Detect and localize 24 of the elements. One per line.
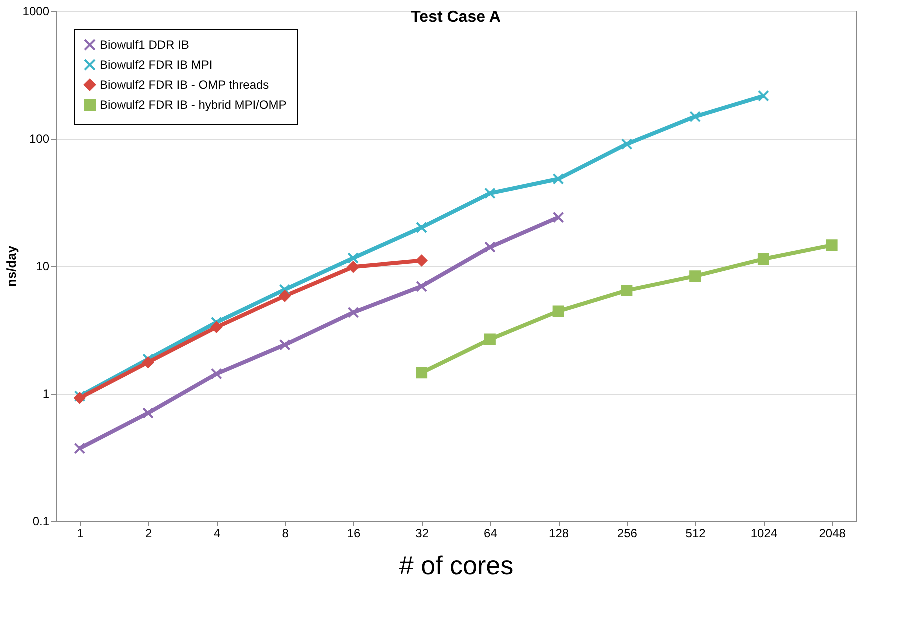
x-tick-label: 16: [347, 526, 361, 540]
legend-label: Biowulf1 DDR IB: [100, 38, 190, 52]
x-tick-label: 512: [686, 526, 706, 540]
x-tick-label: 1024: [750, 526, 778, 540]
x-tick-label: 8: [282, 526, 290, 540]
x-tick-label: 128: [549, 526, 570, 540]
x-tick-label: 2048: [819, 526, 846, 540]
legend-label: Biowulf2 FDR IB - hybrid MPI/OMP: [100, 98, 287, 112]
x-tick-label: 2: [145, 526, 152, 540]
x-tick-label: 256: [617, 526, 638, 540]
y-axis-title: ns/day: [4, 245, 19, 288]
y-tick-label: 10: [36, 260, 50, 274]
y-tick-label: 1: [42, 387, 50, 401]
x-tick-label: 1: [77, 526, 84, 540]
x-tick-label: 4: [214, 526, 221, 540]
chart-title: Test Case A: [411, 9, 502, 26]
y-tick-label: 1000: [22, 4, 50, 18]
y-tick-label: 100: [29, 132, 50, 146]
x-tick-label: 32: [416, 526, 430, 540]
x-axis-title: # of cores: [399, 550, 514, 580]
legend-label: Biowulf2 FDR IB - OMP threads: [100, 78, 270, 92]
x-tick-label: 64: [484, 526, 498, 540]
y-tick-label: 0.1: [32, 514, 50, 528]
legend-label: Biowulf2 FDR IB MPI: [100, 58, 213, 72]
